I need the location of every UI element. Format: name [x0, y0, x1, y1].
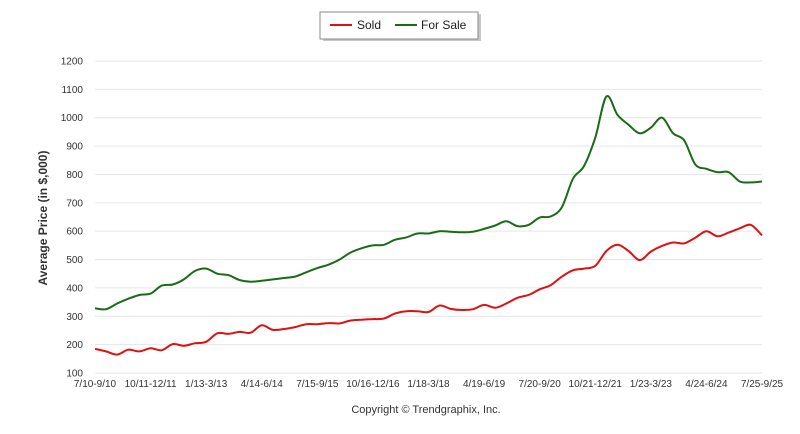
- x-tick-label: 1/23-3/23: [630, 379, 673, 390]
- series-lines: [94, 95, 763, 356]
- legend-label-sold: Sold: [357, 18, 381, 32]
- x-tick-label: 7/15-9/15: [296, 379, 339, 390]
- y-axis-label: Average Price (in $,000): [36, 151, 50, 286]
- legend: Sold For Sale: [319, 11, 481, 41]
- y-tick-label: 600: [66, 227, 83, 238]
- y-tick-label: 400: [66, 283, 83, 294]
- y-tick-label: 200: [66, 340, 83, 351]
- copyright-text: Copyright © Trendgraphix, Inc.: [351, 404, 500, 416]
- x-tick-label: 10/21-12/21: [569, 379, 623, 390]
- x-axis-ticks: 7/10-9/10 10/11-12/11 1/13-3/13 4/14-6/14 7/…: [74, 379, 784, 390]
- y-tick-label: 900: [66, 142, 83, 153]
- y-tick-label: 700: [66, 198, 83, 209]
- y-tick-label: 1000: [61, 113, 84, 124]
- x-tick-label: 4/24-6/24: [685, 379, 728, 390]
- series-line-sold: [94, 223, 763, 356]
- x-tick-label: 10/16-12/16: [346, 379, 400, 390]
- gridlines: [95, 60, 762, 374]
- y-tick-label: 300: [66, 312, 83, 323]
- y-tick-label: 500: [66, 255, 83, 266]
- y-tick-label: 800: [66, 170, 83, 181]
- x-tick-label: 1/13-3/13: [185, 379, 228, 390]
- y-tick-label: 100: [66, 369, 83, 380]
- series-line-for-sale: [94, 95, 763, 311]
- x-tick-label: 7/25-9/25: [741, 379, 784, 390]
- x-tick-label: 7/10-9/10: [74, 379, 117, 390]
- x-tick-label: 10/11-12/11: [125, 379, 177, 390]
- x-tick-label: 7/20-9/20: [519, 379, 562, 390]
- x-tick-label: 1/18-3/18: [407, 379, 450, 390]
- y-tick-label: 1200: [61, 57, 84, 68]
- y-tick-label: 1100: [61, 85, 83, 96]
- x-tick-label: 4/19-6/19: [463, 379, 506, 390]
- y-axis-ticks: 100 200 300 400 500 600 700 800 900 1000 1100 1200: [61, 57, 84, 380]
- legend-label-for-sale: For Sale: [421, 18, 467, 32]
- x-tick-label: 4/14-6/14: [241, 379, 284, 390]
